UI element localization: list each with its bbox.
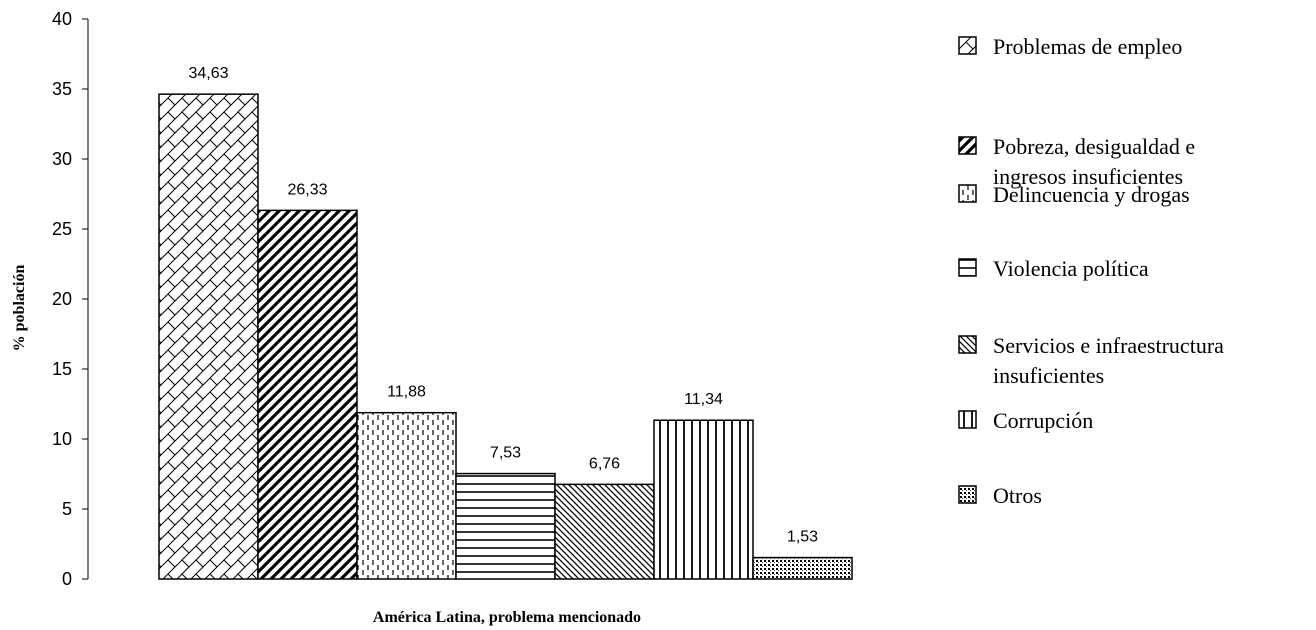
data-label: 1,53 [787,529,818,546]
data-label: 7,53 [490,445,521,462]
bar [257,209,358,580]
legend-label: insuficientes [993,363,1104,388]
bars [158,93,853,580]
data-label: 34,63 [188,65,228,82]
y-tick-label: 30 [52,149,72,169]
legend-item: Servicios e infraestructura insuficientes [958,333,1224,388]
legend-label: Problemas de empleo [993,34,1182,59]
y-tick-label: 35 [52,79,72,99]
data-label: 11,88 [387,384,426,401]
bar [752,556,853,580]
bar [158,93,259,580]
y-tick-label: 5 [62,499,72,519]
y-tick-label: 40 [52,9,72,29]
y-axis: 0 5 10 15 20 25 30 35 40 [52,9,89,589]
y-axis-title: % población [11,265,28,352]
legend-label: Violencia política [993,256,1149,281]
legend-label: Corrupción [993,408,1093,433]
data-label: 6,76 [589,455,620,472]
legend-swatch [958,485,977,504]
legend-label: ingresos insuficientes [993,164,1183,189]
legend-item: Otros [958,483,1042,508]
x-axis-title: América Latina, problema mencionado [373,609,641,626]
legend-swatch [958,258,977,277]
bar [356,411,457,580]
y-tick-label: 10 [52,429,72,449]
data-label: 26,33 [287,181,327,198]
bar [455,472,556,580]
legend-label: Servicios e infraestructura [993,333,1224,358]
bar [554,483,655,580]
data-labels: 34,63 26,33 11,88 7,53 6,76 11,34 1,53 [188,65,818,545]
y-tick-label: 15 [52,359,72,379]
legend-item: Corrupción [958,408,1093,433]
legend: Problemas de empleo Pobreza, desigualdad … [958,34,1224,508]
legend-item: Pobreza, desigualdad e ingresos insuficie… [958,134,1195,189]
legend-item: Violencia política [958,256,1149,281]
legend-label: Delincuencia y drogas [993,182,1190,207]
legend-swatch [958,136,977,155]
legend-swatch [958,335,977,354]
legend-item: Problemas de empleo [958,34,1182,59]
y-tick-label: 0 [62,569,72,589]
bar [653,419,754,580]
legend-swatch [958,36,977,55]
legend-item: Delincuencia y drogas [958,182,1190,207]
y-tick-label: 20 [52,289,72,309]
y-tick-label: 25 [52,219,72,239]
legend-swatch [958,184,977,203]
legend-label: Otros [993,483,1042,508]
legend-swatch [958,410,977,429]
legend-label: Pobreza, desigualdad e [993,134,1195,159]
data-label: 11,34 [684,391,723,408]
